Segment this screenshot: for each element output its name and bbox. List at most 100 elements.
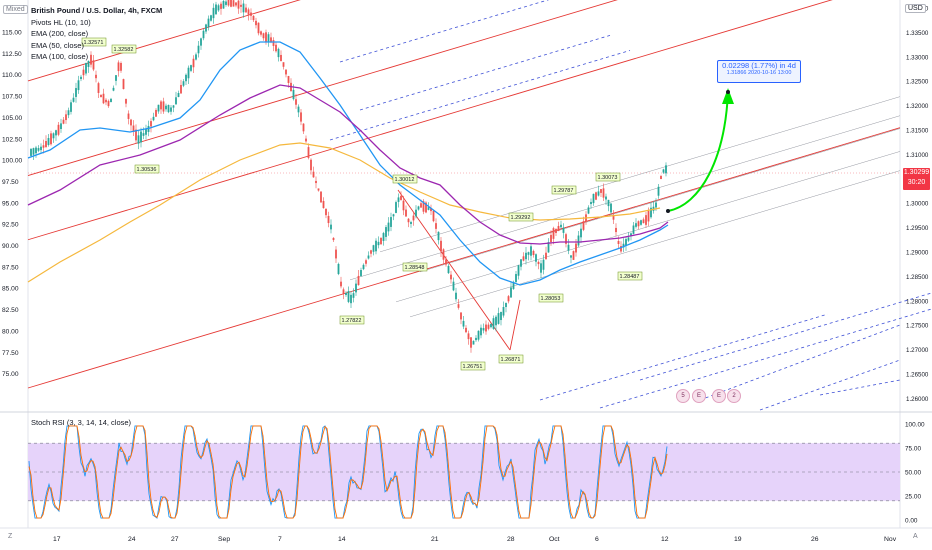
candle-body bbox=[365, 260, 367, 264]
candle-body bbox=[287, 76, 290, 83]
candle-body bbox=[115, 75, 117, 81]
candle-body bbox=[472, 340, 475, 345]
stoch-axis-tick: 50.00 bbox=[905, 470, 921, 477]
candle-body bbox=[317, 188, 320, 191]
candle-body bbox=[190, 65, 192, 71]
right-axis-tick: 1.31000 bbox=[906, 152, 929, 159]
candle-body bbox=[535, 254, 537, 262]
mode-badge[interactable]: Mixed bbox=[3, 5, 28, 14]
left-axis-tick: 85.00 bbox=[2, 286, 19, 293]
candle-body bbox=[92, 60, 95, 70]
pivot-label-box bbox=[498, 354, 524, 364]
candle-body bbox=[415, 209, 417, 217]
candle-body bbox=[392, 214, 395, 217]
candle-body bbox=[662, 169, 665, 173]
candle-body bbox=[105, 99, 107, 103]
candle-body bbox=[52, 133, 55, 139]
legend-ema50[interactable]: EMA (50, close) bbox=[31, 40, 84, 50]
candle-body bbox=[35, 147, 37, 154]
candle-body bbox=[405, 209, 407, 217]
earnings-marker[interactable]: 5 bbox=[676, 389, 690, 403]
candle-body bbox=[352, 293, 355, 298]
candle-body bbox=[605, 196, 607, 200]
bar-countdown: 30:20 bbox=[907, 179, 926, 186]
earnings-marker[interactable]: 2 bbox=[727, 389, 741, 403]
candle-body bbox=[97, 83, 100, 93]
candle-body bbox=[425, 202, 427, 213]
candle-body bbox=[417, 206, 420, 210]
time-axis-tick: 28 bbox=[507, 536, 515, 543]
candle-body bbox=[280, 54, 282, 62]
candle-body bbox=[267, 34, 270, 43]
candle-body bbox=[355, 283, 357, 293]
candle-body bbox=[527, 252, 530, 255]
candle-body bbox=[550, 234, 552, 243]
time-axis-tick: 14 bbox=[338, 536, 346, 543]
candle-body bbox=[377, 241, 380, 246]
candle-body bbox=[617, 241, 620, 244]
symbol-title: British Pound / U.S. Dollar, 4h, FXCM bbox=[31, 6, 163, 15]
candle-body bbox=[125, 98, 127, 104]
candle-body bbox=[100, 94, 102, 98]
candle-body bbox=[42, 145, 45, 148]
candle-body bbox=[265, 32, 267, 42]
stoch-band bbox=[28, 443, 900, 501]
candle-body bbox=[57, 124, 60, 135]
candle-body bbox=[167, 104, 170, 113]
candle-body bbox=[155, 109, 157, 117]
candle-body bbox=[537, 261, 540, 265]
candle-body bbox=[490, 323, 492, 328]
candle-body bbox=[560, 224, 562, 228]
candle-body bbox=[165, 105, 167, 110]
candle-body bbox=[75, 88, 77, 97]
candle-body bbox=[612, 215, 615, 220]
candle-body bbox=[85, 62, 87, 74]
projection-label[interactable]: 0.02298 (1.77%) in 4d 1.31866 2020-10-16… bbox=[717, 60, 801, 83]
earnings-marker[interactable]: E bbox=[692, 389, 706, 403]
candle-body bbox=[135, 129, 137, 141]
left-axis-tick: 105.00 bbox=[2, 115, 23, 122]
candle-body bbox=[262, 33, 265, 39]
legend-ema100[interactable]: EMA (100, close) bbox=[31, 52, 89, 61]
auto-scale-button[interactable]: A bbox=[913, 533, 918, 540]
candle-body bbox=[522, 256, 525, 261]
candle-body bbox=[597, 191, 600, 196]
candle-body bbox=[177, 92, 180, 98]
candle-body bbox=[272, 40, 275, 46]
candle-body bbox=[595, 192, 597, 200]
earnings-marker[interactable]: E bbox=[712, 389, 726, 403]
candle-body bbox=[260, 31, 262, 35]
right-axis-tick: 1.29000 bbox=[906, 250, 929, 257]
candle-body bbox=[345, 292, 347, 296]
candle-body bbox=[300, 112, 302, 122]
currency-badge[interactable]: USD bbox=[905, 4, 926, 13]
candle-body bbox=[525, 252, 527, 260]
right-axis-tick: 1.32000 bbox=[906, 103, 929, 110]
candle-body bbox=[575, 243, 577, 253]
candle-body bbox=[420, 203, 422, 208]
pitchfork-line bbox=[379, 96, 901, 253]
pivot-label: 1.30073 bbox=[598, 175, 618, 181]
candle-body bbox=[160, 101, 162, 110]
timezone-button[interactable]: Z bbox=[8, 533, 13, 540]
candle-body bbox=[327, 215, 330, 224]
candle-body bbox=[397, 197, 400, 202]
candle-body bbox=[592, 193, 595, 204]
legend-pivots[interactable]: Pivots HL (10, 10) bbox=[31, 17, 91, 27]
candle-body bbox=[307, 147, 310, 158]
candle-body bbox=[517, 265, 520, 276]
candle-body bbox=[227, 0, 230, 6]
candle-body bbox=[507, 296, 510, 302]
channel-line-upper bbox=[27, 0, 301, 82]
candle-body bbox=[347, 291, 350, 302]
legend-ema200[interactable]: EMA (200, close) bbox=[31, 29, 89, 38]
candle-body bbox=[567, 244, 570, 251]
candle-body bbox=[50, 133, 52, 145]
candle-body bbox=[625, 239, 627, 246]
stoch-legend[interactable]: Stoch RSI (3, 3, 14, 14, close) bbox=[31, 418, 132, 427]
candle-body bbox=[130, 119, 132, 126]
candle-body bbox=[432, 210, 435, 222]
candle-body bbox=[452, 281, 455, 291]
last-price: 1.30299 bbox=[903, 169, 930, 176]
